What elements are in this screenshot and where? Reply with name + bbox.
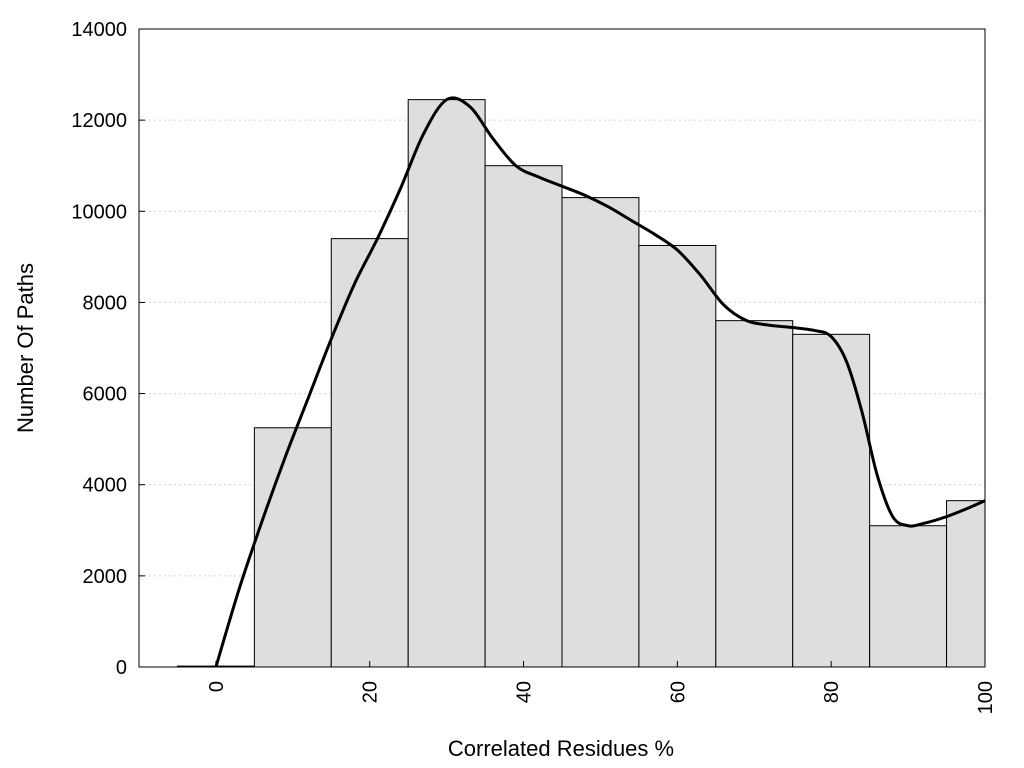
x-tick-label: 60: [667, 681, 689, 703]
bars: [176, 99, 986, 668]
y-tick-label: 0: [116, 657, 127, 679]
histogram-bar: [792, 333, 871, 668]
y-axis-ticks: 0 2000 4000 6000 8000 10000 12000 14000: [71, 19, 145, 679]
histogram-bar: [946, 500, 986, 668]
density-curve: [214, 96, 986, 668]
histogram-bar: [484, 165, 563, 668]
x-axis-title: Correlated Residues %: [448, 736, 674, 761]
x-axis-ticks: 0 20 40 60 80 100: [206, 661, 997, 714]
histogram-bar: [330, 238, 409, 668]
plot-frame: [138, 28, 986, 668]
y-tick-label: 4000: [83, 475, 128, 497]
x-tick-label: 80: [821, 681, 843, 703]
x-tick-label: 0: [206, 681, 228, 692]
y-tick-label: 2000: [83, 566, 128, 588]
y-axis-title: Number Of Paths: [13, 263, 38, 433]
histogram-bar: [561, 197, 640, 668]
histogram-bar: [253, 427, 332, 668]
x-tick-label: 100: [975, 681, 997, 714]
y-tick-label: 14000: [71, 19, 127, 41]
x-tick-label: 20: [360, 681, 382, 703]
histogram-bar: [869, 525, 948, 668]
y-tick-label: 6000: [83, 384, 128, 406]
x-tick-label: 40: [514, 681, 536, 703]
y-tick-label: 10000: [71, 201, 127, 223]
y-tick-label: 8000: [83, 292, 128, 314]
histogram-bar: [407, 99, 486, 668]
histogram-bar: [638, 244, 717, 668]
histogram-bar: [715, 320, 794, 668]
y-tick-label: 12000: [71, 110, 127, 132]
